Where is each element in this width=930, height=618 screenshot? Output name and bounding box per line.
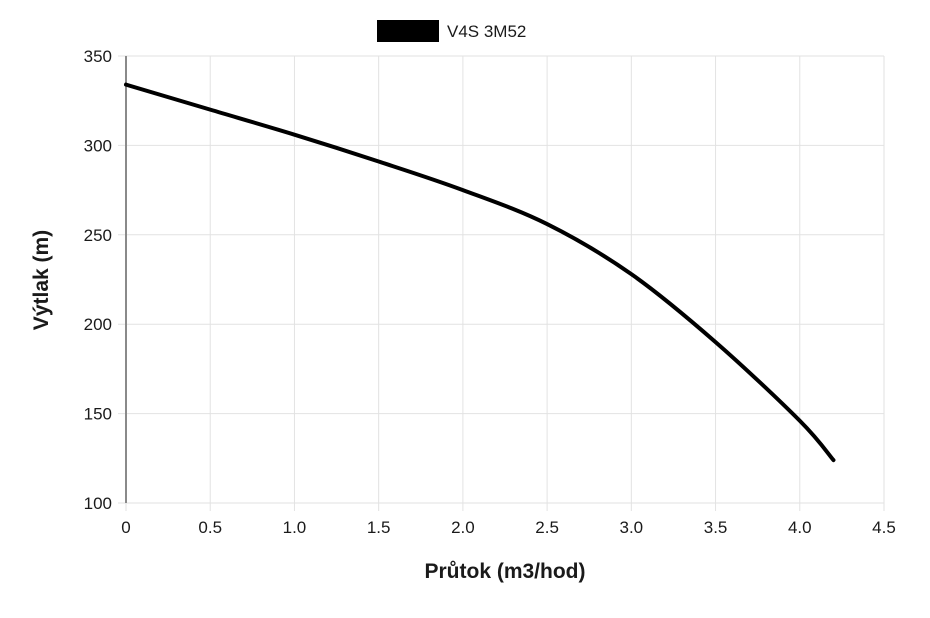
x-tick-label: 0.5	[198, 518, 222, 537]
grid	[118, 55, 885, 511]
axes: 0 0.5 1.0 1.5 2.0 2.5 3.0 3.5 4.0 4.5 100 150 200 250…	[84, 47, 896, 537]
y-tick-label: 350	[84, 47, 112, 66]
y-tick-label: 150	[84, 405, 112, 424]
legend-label: V4S 3M52	[447, 22, 526, 41]
x-tick-label: 4.0	[788, 518, 812, 537]
x-tick-label: 2.5	[535, 518, 559, 537]
y-axis-title: Výtlak (m)	[30, 230, 53, 330]
x-tick-label: 3.5	[704, 518, 728, 537]
y-tick-label: 100	[84, 494, 112, 513]
x-tick-label: 2.0	[451, 518, 475, 537]
series-layer	[124, 82, 836, 463]
x-tick-label: 1.0	[283, 518, 307, 537]
legend: V4S 3M52	[377, 20, 526, 42]
y-tick-label: 200	[84, 315, 112, 334]
y-tick-label: 300	[84, 136, 112, 155]
x-tick-label: 0	[121, 518, 130, 537]
x-axis-title: Průtok (m3/hod)	[425, 560, 586, 583]
x-tick-label: 1.5	[367, 518, 391, 537]
legend-swatch	[377, 20, 439, 42]
y-tick-label: 250	[84, 226, 112, 245]
x-tick-label: 3.0	[620, 518, 644, 537]
series-line	[124, 82, 836, 463]
x-tick-label: 4.5	[872, 518, 896, 537]
